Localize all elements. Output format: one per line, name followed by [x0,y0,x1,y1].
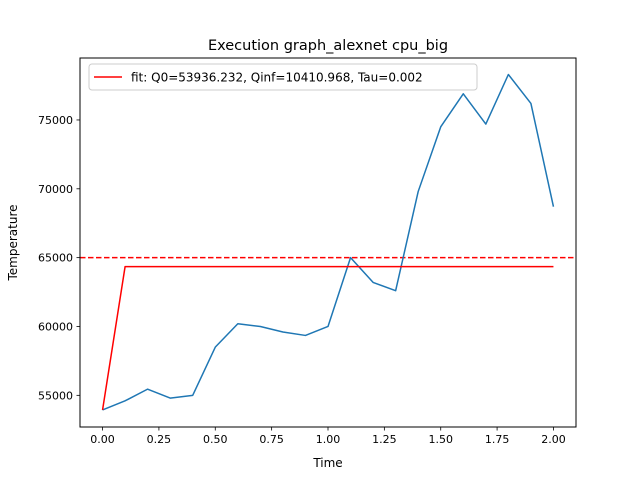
x-tick-label: 1.50 [428,433,453,446]
x-axis: 0.00 0.25 0.50 0.75 1.00 1.25 1.50 1.75 2.00 [90,427,566,446]
series-line-0 [102,73,555,411]
y-axis: 55000 60000 65000 70000 75000 [38,114,80,402]
x-tick-label: 0.50 [203,433,228,446]
x-axis-label: Time [312,456,342,470]
y-axis-label: Temperature [6,204,20,281]
legend: fit: Q0=53936.232, Qinf=10410.968, Tau=0… [88,63,478,91]
x-tick-label: 2.00 [541,433,566,446]
y-tick-label: 60000 [38,320,73,333]
legend-box [88,63,478,91]
x-tick-label: 0.25 [147,433,172,446]
legend-label: fit: Q0=53936.232, Qinf=10410.968, Tau=0… [131,71,423,85]
x-tick-label: 0.75 [259,433,284,446]
plot-area [80,73,576,411]
x-tick-label: 0.00 [90,433,115,446]
y-tick-label: 70000 [38,183,73,196]
x-tick-label: 1.75 [485,433,510,446]
series-line-1 [101,265,554,411]
chart-title: Execution graph_alexnet cpu_big [208,38,448,54]
x-tick-label: 1.00 [316,433,341,446]
y-tick-label: 75000 [38,114,73,127]
x-tick-label: 1.25 [372,433,397,446]
y-tick-label: 55000 [38,389,73,402]
y-tick-label: 65000 [38,252,73,265]
